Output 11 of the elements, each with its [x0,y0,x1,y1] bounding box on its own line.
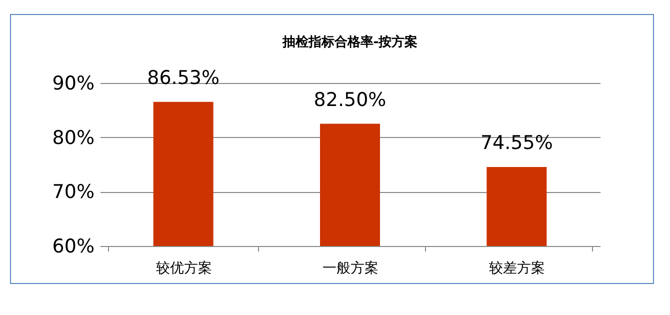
y-tick-label: 70% [52,181,94,204]
data-label: 86.53% [147,66,220,89]
x-tick-label: 较差方案 [489,260,546,276]
x-tick-label: 一般方案 [322,260,378,276]
y-tick-label: 60% [52,236,94,258]
x-tick-label: 较优方案 [156,260,212,276]
data-label: 74.55% [480,132,553,154]
y-tick-label: 80% [52,126,94,149]
data-label: 82.50% [314,88,386,111]
chart-title: 抽检指标合格率-按方案 [281,34,418,50]
y-tick-label: 90% [52,72,94,94]
